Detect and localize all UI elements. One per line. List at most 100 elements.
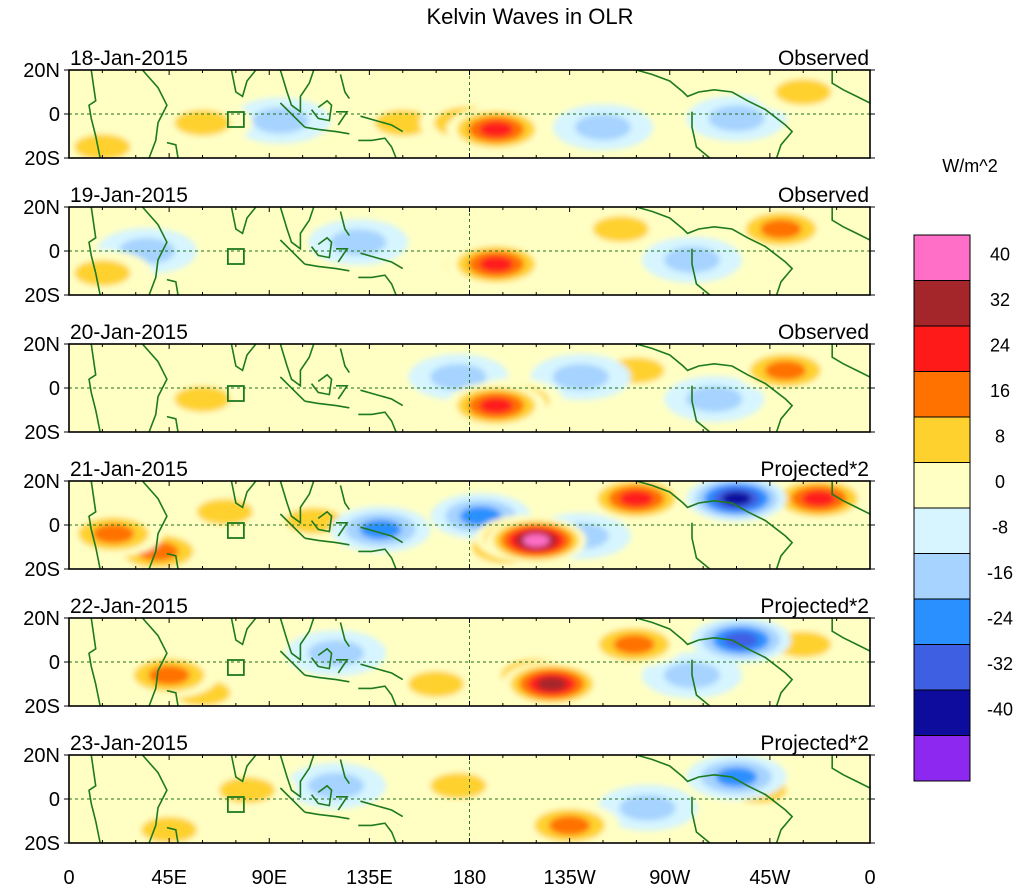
coastline bbox=[831, 207, 870, 241]
anomaly-blob bbox=[430, 364, 487, 390]
panel-1: 20N 0 20S 18-Jan-2015 Observed bbox=[23, 47, 875, 170]
coastline bbox=[230, 481, 257, 509]
coastline bbox=[279, 650, 306, 676]
coastline bbox=[358, 411, 397, 432]
coastline bbox=[636, 344, 794, 432]
colorbar-label: 40 bbox=[990, 245, 1010, 265]
coastline bbox=[691, 385, 711, 432]
anomaly-blob bbox=[74, 260, 131, 286]
coastline bbox=[304, 126, 350, 135]
lat-label: 20S bbox=[24, 559, 60, 581]
lat-label: 0 bbox=[49, 789, 60, 811]
anomaly-blob bbox=[686, 386, 743, 412]
coastline bbox=[358, 137, 397, 158]
panel-4: 20N 0 20S 21-Jan-2015 Projected*2 bbox=[23, 458, 875, 581]
lat-label: 20S bbox=[24, 285, 60, 307]
anomaly-blob bbox=[479, 397, 514, 414]
coastline bbox=[279, 102, 306, 128]
longitude-axis: 0 45E 90E 135E 180 135W 90W 45W 0 bbox=[63, 867, 875, 889]
panel-kind: Observed bbox=[778, 321, 869, 344]
coastline bbox=[141, 344, 168, 432]
coastline bbox=[336, 248, 349, 263]
coastline bbox=[304, 674, 350, 683]
coastline bbox=[831, 755, 870, 789]
colorbar-label: 0 bbox=[995, 472, 1005, 492]
coastline bbox=[141, 207, 168, 295]
anomaly-blob bbox=[174, 386, 231, 412]
lon-tick-label: 45W bbox=[749, 867, 790, 887]
colorbar-swatch bbox=[913, 234, 971, 281]
colorbar-swatch bbox=[913, 644, 971, 691]
coastline bbox=[88, 618, 101, 706]
anomaly-blob bbox=[715, 767, 758, 787]
anomaly-blob bbox=[252, 107, 309, 134]
lat-label: 20N bbox=[23, 197, 60, 219]
colorbar-swatch bbox=[913, 689, 971, 736]
coastline bbox=[230, 70, 257, 98]
colorbar-swatch bbox=[913, 416, 971, 463]
coastline bbox=[691, 111, 711, 158]
coastline bbox=[310, 784, 333, 807]
lat-label: 0 bbox=[49, 241, 60, 263]
anomaly-blob bbox=[764, 360, 807, 381]
coastline bbox=[358, 548, 397, 569]
coastline bbox=[360, 526, 404, 544]
coastline bbox=[166, 278, 179, 295]
coastline bbox=[230, 618, 257, 646]
lat-label: 20N bbox=[23, 471, 60, 493]
lon-tick-label: 90W bbox=[649, 867, 690, 887]
coastline bbox=[279, 755, 315, 799]
coastline bbox=[166, 826, 179, 843]
lat-label: 20N bbox=[23, 745, 60, 767]
coastline bbox=[141, 70, 168, 158]
coastline bbox=[88, 207, 101, 295]
panel-date: 19-Jan-2015 bbox=[70, 184, 188, 207]
colorbar-label: -16 bbox=[987, 563, 1013, 583]
anomaly-blob bbox=[148, 665, 190, 685]
anomaly-blob bbox=[552, 364, 609, 390]
coastline bbox=[339, 622, 351, 648]
colorbar-swatch bbox=[913, 507, 971, 554]
anomaly-blob bbox=[141, 816, 198, 843]
anomaly-blob bbox=[619, 490, 654, 507]
anomaly-blob bbox=[775, 79, 832, 105]
lon-tick-label: 45E bbox=[151, 867, 187, 887]
coastline bbox=[831, 70, 870, 104]
chart-title: Kelvin Waves in OLR bbox=[426, 4, 633, 29]
coastline bbox=[279, 618, 315, 662]
lon-tick-label: 90E bbox=[251, 867, 287, 887]
coastline bbox=[279, 376, 306, 402]
coastline bbox=[336, 795, 349, 811]
panel-date: 23-Jan-2015 bbox=[70, 732, 188, 755]
anomaly-blob bbox=[592, 216, 649, 242]
coastline bbox=[691, 659, 711, 706]
colorbar-label: 16 bbox=[990, 381, 1010, 401]
coastline bbox=[636, 481, 794, 569]
anomaly-blob bbox=[613, 634, 655, 655]
colorbar-swatch bbox=[913, 280, 971, 327]
panel-kind: Projected*2 bbox=[760, 595, 869, 618]
panel-kind: Projected*2 bbox=[760, 458, 869, 481]
coastlines bbox=[88, 618, 870, 706]
coastline bbox=[304, 811, 350, 820]
coastline bbox=[88, 70, 101, 158]
coastline bbox=[339, 348, 351, 374]
coastline bbox=[336, 384, 349, 400]
panel-2: 20N 0 20S 19-Jan-2015 Observed bbox=[23, 184, 875, 307]
anomaly-blob bbox=[537, 677, 567, 691]
anomaly-blob bbox=[708, 105, 765, 132]
anomaly-blob bbox=[760, 219, 802, 239]
anomaly-blob bbox=[459, 506, 502, 526]
anomaly-blob bbox=[522, 534, 550, 547]
colorbar-swatch bbox=[913, 553, 971, 600]
colorbar-label: 24 bbox=[990, 336, 1010, 356]
coastline bbox=[636, 207, 794, 295]
coastline bbox=[88, 755, 101, 843]
coastline bbox=[304, 263, 350, 272]
coastline bbox=[358, 822, 397, 843]
coastline bbox=[279, 207, 315, 251]
coastlines bbox=[88, 207, 870, 295]
coastline bbox=[358, 685, 397, 706]
coastline bbox=[279, 239, 306, 265]
panel-date: 21-Jan-2015 bbox=[70, 458, 188, 481]
